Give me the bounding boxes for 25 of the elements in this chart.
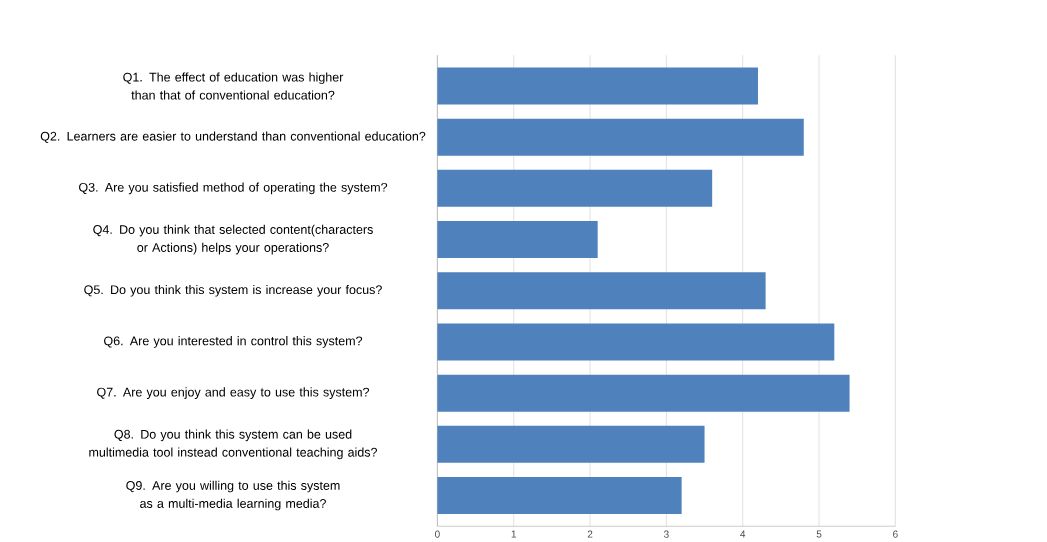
x-tick-label: 0 bbox=[435, 530, 440, 538]
bar bbox=[437, 169, 713, 207]
x-tick-label: 5 bbox=[816, 530, 822, 538]
bar bbox=[437, 374, 850, 412]
y-tick-label: Q1. The effect of education was higher than that of conventional education? bbox=[123, 72, 344, 100]
bar bbox=[437, 118, 804, 156]
y-tick-label: Q9. Are you willing to use this system as a multi-media learning media? bbox=[126, 480, 340, 511]
bar bbox=[437, 67, 758, 105]
bar bbox=[437, 477, 682, 515]
bar bbox=[437, 425, 705, 463]
y-tick-label: Q8. Do you think this system can be used multimedia tool instead conventional teaching aids? bbox=[89, 429, 378, 460]
x-tick-label: 4 bbox=[740, 530, 746, 538]
bar bbox=[437, 221, 598, 259]
y-tick-label: Q5. Do you think this system is increase your focus? bbox=[84, 284, 382, 297]
y-tick-label: Q7. Are you enjoy and easy to use this system? bbox=[97, 387, 370, 400]
x-tick-label: 6 bbox=[893, 530, 898, 538]
bar bbox=[437, 272, 766, 310]
y-tick-label: Q2. Learners are easier to understand than conventional education? bbox=[40, 131, 426, 143]
x-tick-label: 2 bbox=[587, 530, 593, 538]
y-tick-label: Q3. Are you satisfied method of operating the system? bbox=[79, 182, 388, 195]
x-tick-label: 3 bbox=[663, 530, 669, 538]
x-tick-label: 1 bbox=[511, 530, 517, 538]
bar bbox=[437, 323, 835, 361]
y-tick-label: Q4. Do you think that selected content(characters or Actions) helps your operations? bbox=[93, 224, 373, 255]
y-tick-label: Q6. Are you interested in control this system? bbox=[104, 336, 363, 348]
